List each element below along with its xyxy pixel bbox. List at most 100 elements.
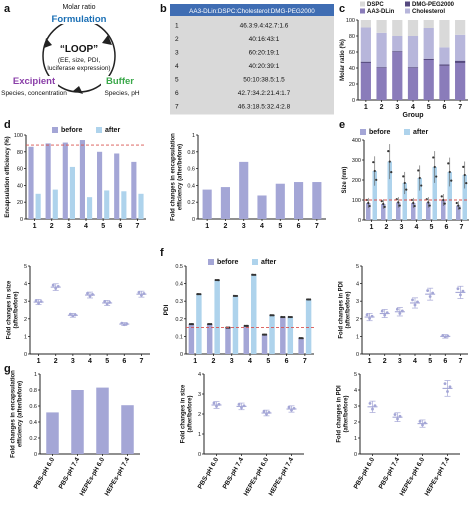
panel-letter-a: a <box>4 3 11 15</box>
x-tick-label: 4 <box>88 358 92 365</box>
data-point <box>456 287 460 291</box>
y-tick-label: 4 <box>24 282 27 288</box>
data-point <box>365 313 369 317</box>
data-point <box>446 390 449 393</box>
x-tick-label: 5 <box>428 358 432 365</box>
stack-dspc <box>360 20 371 28</box>
bar <box>46 412 59 454</box>
data-point <box>54 287 58 290</box>
y-tick-label: 200 <box>352 178 361 184</box>
data-point <box>137 290 141 294</box>
loop-excipient: Excipient <box>13 76 56 87</box>
y-tick-label: 0.5 <box>175 264 183 270</box>
y-tick-label: 40 <box>17 183 23 189</box>
bar-before <box>243 325 249 354</box>
table-row-ratio: 46.3:9.4:42.7:1.6 <box>240 23 289 30</box>
data-point <box>426 289 430 292</box>
bar-after <box>462 175 467 220</box>
stack-dmg-peg2000 <box>376 67 387 68</box>
table-row-ratio: 40:20:39:1 <box>249 63 280 70</box>
panel-letter-d: d <box>4 119 11 131</box>
data-point <box>199 293 202 296</box>
stack-cholesterol <box>392 36 403 52</box>
table-row-id: 4 <box>175 63 179 70</box>
y-tick-label: 0.2 <box>187 200 195 206</box>
y-axis-label: Encapsulation efficiency (%) <box>5 136 11 217</box>
stack-dmg-peg2000 <box>423 58 434 60</box>
bar <box>312 182 322 219</box>
x-tick-label: 3 <box>242 223 246 230</box>
stack-dmg-peg2000 <box>392 51 403 52</box>
y-tick-label: 400 <box>352 138 361 144</box>
bar-after <box>269 315 275 354</box>
data-point <box>108 301 112 304</box>
data-point <box>423 421 427 425</box>
panel-letter-g: g <box>4 363 11 375</box>
bar-before <box>381 204 386 220</box>
y-axis-label: Fold changes in encapsulation <box>171 133 177 221</box>
bar-before <box>456 205 461 220</box>
data-point <box>428 204 431 207</box>
x-tick-label: HEPEs-pH 6.0 <box>243 456 271 497</box>
bar-before <box>62 142 68 219</box>
bar-after <box>387 161 392 220</box>
panel-letter-f: f <box>160 247 164 259</box>
y-tick-label: 0.1 <box>175 334 183 340</box>
data-point <box>373 169 376 173</box>
bar-before <box>45 143 51 219</box>
y-tick-label: 0.8 <box>29 388 37 394</box>
bar-after <box>104 190 110 219</box>
y-tick-label: 1 <box>34 372 37 378</box>
y-axis-label: Fold changes in encapsulation <box>11 370 17 458</box>
bar-before <box>206 324 213 354</box>
data-point <box>287 405 291 409</box>
loop-excipient-sub: Species, concentration <box>1 90 67 97</box>
y-tick-label: 2 <box>198 412 201 418</box>
y-axis-label: Fold changes in size <box>7 280 13 339</box>
stack-cholesterol <box>376 32 387 68</box>
data-point <box>393 413 397 416</box>
y-tick-label: 0 <box>34 452 37 458</box>
y-tick-label: 4 <box>198 372 201 378</box>
bar <box>121 405 134 454</box>
data-point <box>395 307 399 311</box>
data-point <box>240 406 243 410</box>
data-point <box>443 202 446 205</box>
x-tick-label: 3 <box>230 358 234 365</box>
bar-after <box>87 197 93 219</box>
table-row-ratio: 60:20:19:1 <box>249 50 280 57</box>
bar <box>294 182 304 219</box>
bar <box>257 195 267 219</box>
panel-letter-b: b <box>160 3 167 15</box>
loop-left-bg <box>10 76 58 86</box>
data-point <box>212 401 216 405</box>
legend-label-after: after <box>413 129 428 136</box>
table-header-text: AA3-DLin:DSPC:Cholesterol:DMG-PEG2000 <box>189 8 315 15</box>
x-tick-label: 7 <box>460 224 464 231</box>
chart-molar-ratio: 0 20 40 60 80 100 Molar ratio (%) 1 2 3 4 5 6 7 Group D… <box>340 1 468 119</box>
data-point <box>420 184 423 187</box>
data-point <box>125 322 129 326</box>
data-point <box>368 402 372 405</box>
bar-after <box>402 183 407 220</box>
x-tick-label: 2 <box>211 358 215 365</box>
data-point <box>402 175 405 178</box>
x-tick-label: HEPEs-pH 7.4 <box>424 456 452 497</box>
data-point <box>235 294 239 298</box>
x-tick-label: PBS-pH 6.0 <box>33 456 57 490</box>
data-point <box>122 323 126 327</box>
data-point <box>217 402 221 406</box>
x-tick-label: 3 <box>71 358 75 365</box>
data-point <box>105 302 109 306</box>
y-tick-label: 0 <box>358 218 361 224</box>
data-point <box>372 161 375 164</box>
x-axis-label: Group <box>403 112 424 119</box>
y-tick-label: 5 <box>354 372 357 378</box>
stack-aa3-dlin <box>407 68 419 100</box>
x-tick-label: 5 <box>101 223 105 230</box>
stack-dspc <box>423 20 434 28</box>
data-point <box>371 407 374 411</box>
x-tick-label: 1 <box>193 358 197 365</box>
data-point <box>290 408 293 412</box>
legend-label: AA3-DLin <box>367 9 395 15</box>
